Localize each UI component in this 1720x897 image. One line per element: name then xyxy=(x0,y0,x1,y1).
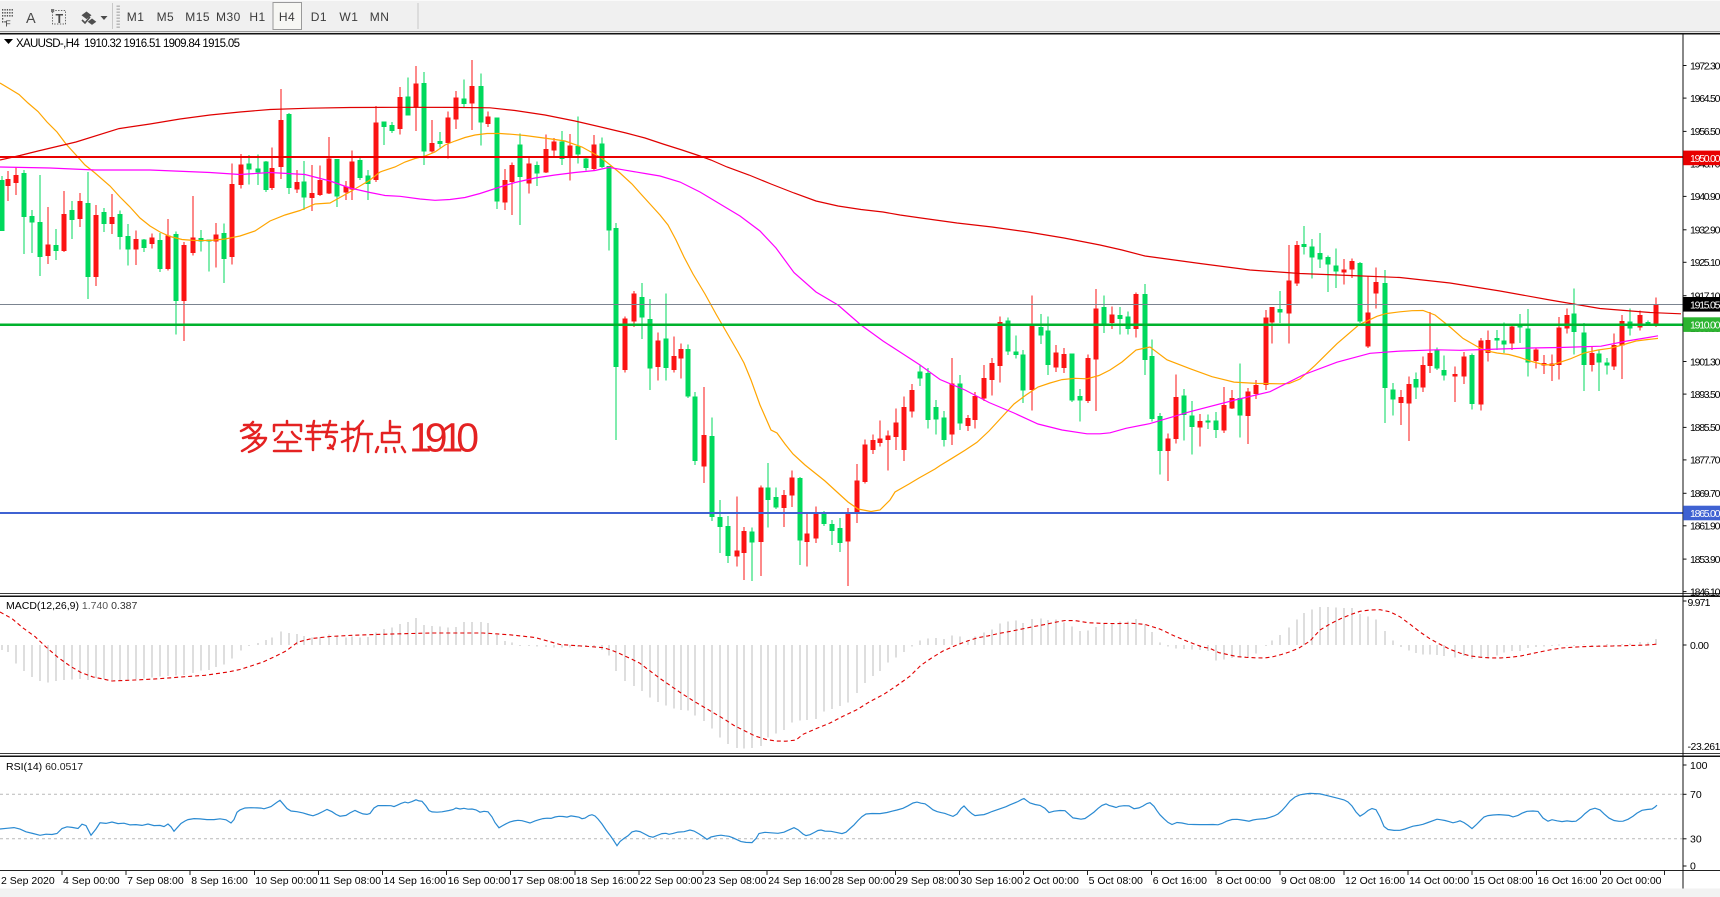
svg-text:6 Oct 16:00: 6 Oct 16:00 xyxy=(1153,875,1207,887)
svg-text:23 Sep 08:00: 23 Sep 08:00 xyxy=(704,875,767,887)
svg-text:18 Sep 16:00: 18 Sep 16:00 xyxy=(576,875,639,887)
svg-text:10 Sep 00:00: 10 Sep 00:00 xyxy=(255,875,318,887)
svg-text:20 Oct 00:00: 20 Oct 00:00 xyxy=(1601,875,1661,887)
svg-text:1915.05: 1915.05 xyxy=(1690,299,1720,311)
svg-text:1893.50: 1893.50 xyxy=(1690,389,1720,401)
svg-text:7 Sep 08:00: 7 Sep 08:00 xyxy=(127,875,184,887)
svg-text:1861.90: 1861.90 xyxy=(1690,521,1720,533)
svg-text:XAUUSD-,H4 1910.32 1916.51 19: XAUUSD-,H4 1910.32 1916.51 1909.84 1915.… xyxy=(16,38,240,50)
svg-text:30: 30 xyxy=(1690,834,1702,846)
svg-text:9.971: 9.971 xyxy=(1688,597,1711,609)
svg-text:5 Oct 08:00: 5 Oct 08:00 xyxy=(1089,875,1143,887)
svg-text:1972.30: 1972.30 xyxy=(1690,60,1720,72)
svg-text:M5: M5 xyxy=(157,10,175,24)
svg-text:0: 0 xyxy=(1690,861,1696,873)
svg-text:1865.00: 1865.00 xyxy=(1690,508,1720,520)
svg-text:MACD(12,26,9) 1.740 0.387: MACD(12,26,9) 1.740 0.387 xyxy=(6,600,137,612)
svg-text:2 Oct 00:00: 2 Oct 00:00 xyxy=(1025,875,1079,887)
svg-text:8 Oct 00:00: 8 Oct 00:00 xyxy=(1217,875,1271,887)
svg-text:D1: D1 xyxy=(311,10,327,24)
svg-text:T: T xyxy=(56,12,64,26)
svg-text:22 Sep 00:00: 22 Sep 00:00 xyxy=(640,875,703,887)
svg-text:-23.261: -23.261 xyxy=(1688,741,1720,753)
svg-text:24 Sep 16:00: 24 Sep 16:00 xyxy=(768,875,831,887)
svg-text:70: 70 xyxy=(1690,789,1702,801)
svg-text:1877.70: 1877.70 xyxy=(1690,455,1720,467)
svg-text:1956.50: 1956.50 xyxy=(1690,126,1720,138)
svg-text:A: A xyxy=(26,11,36,27)
svg-text:1846.10: 1846.10 xyxy=(1690,586,1720,598)
svg-text:M30: M30 xyxy=(216,10,241,24)
svg-text:1910: 1910 xyxy=(409,415,479,461)
svg-text:17 Sep 08:00: 17 Sep 08:00 xyxy=(512,875,575,887)
svg-text:4 Sep 00:00: 4 Sep 00:00 xyxy=(63,875,120,887)
svg-text:1925.10: 1925.10 xyxy=(1690,257,1720,269)
svg-text:RSI(14) 60.0517: RSI(14) 60.0517 xyxy=(6,761,83,773)
svg-text:9 Oct 08:00: 9 Oct 08:00 xyxy=(1281,875,1335,887)
svg-text:28 Sep 00:00: 28 Sep 00:00 xyxy=(832,875,895,887)
svg-text:H4: H4 xyxy=(279,10,295,24)
svg-text:12 Oct 16:00: 12 Oct 16:00 xyxy=(1345,875,1405,887)
svg-text:16 Sep 00:00: 16 Sep 00:00 xyxy=(448,875,511,887)
svg-text:MN: MN xyxy=(370,10,390,24)
svg-text:1869.70: 1869.70 xyxy=(1690,488,1720,500)
svg-text:14 Sep 16:00: 14 Sep 16:00 xyxy=(384,875,447,887)
svg-text:14 Oct 00:00: 14 Oct 00:00 xyxy=(1409,875,1469,887)
svg-text:1885.50: 1885.50 xyxy=(1690,422,1720,434)
svg-text:M15: M15 xyxy=(185,10,210,24)
svg-text:30 Sep 16:00: 30 Sep 16:00 xyxy=(960,875,1023,887)
svg-text:1853.90: 1853.90 xyxy=(1690,554,1720,566)
svg-text:F: F xyxy=(6,19,11,29)
svg-text:15 Oct 08:00: 15 Oct 08:00 xyxy=(1473,875,1533,887)
svg-text:11 Sep 08:00: 11 Sep 08:00 xyxy=(319,875,381,887)
svg-text:1950.00: 1950.00 xyxy=(1690,153,1720,165)
svg-text:1964.50: 1964.50 xyxy=(1690,93,1720,105)
svg-text:0.00: 0.00 xyxy=(1690,640,1709,652)
svg-text:1932.90: 1932.90 xyxy=(1690,225,1720,237)
svg-text:29 Sep 08:00: 29 Sep 08:00 xyxy=(896,875,959,887)
svg-text:8 Sep 16:00: 8 Sep 16:00 xyxy=(191,875,248,887)
svg-text:1940.90: 1940.90 xyxy=(1690,191,1720,203)
svg-text:2 Sep 2020: 2 Sep 2020 xyxy=(1,875,55,887)
svg-text:1910.00: 1910.00 xyxy=(1690,320,1720,332)
svg-text:H1: H1 xyxy=(249,10,265,24)
svg-text:16 Oct 16:00: 16 Oct 16:00 xyxy=(1537,875,1597,887)
svg-text:W1: W1 xyxy=(339,10,358,24)
svg-text:100: 100 xyxy=(1690,760,1708,772)
svg-text:M1: M1 xyxy=(127,10,145,24)
svg-text:1901.30: 1901.30 xyxy=(1690,356,1720,368)
